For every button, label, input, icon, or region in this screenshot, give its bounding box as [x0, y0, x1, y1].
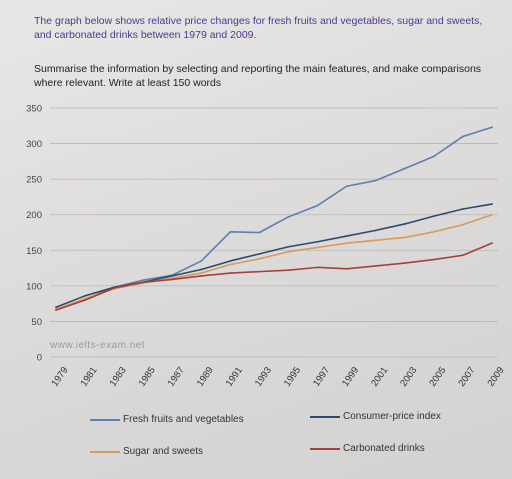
data-point-3-1979: [55, 309, 57, 311]
data-point-1-1979: [55, 306, 57, 309]
data-point-3-1995: [287, 269, 290, 272]
data-point-2-1995: [287, 250, 290, 253]
data-point-1-1997: [316, 240, 319, 243]
data-point-2-1989: [200, 272, 203, 274]
x-tick-label-1989: 1989: [195, 365, 216, 389]
data-point-2-1987: [171, 277, 174, 279]
data-point-1-2009: [491, 203, 493, 205]
legend-swatch-cpi: [310, 415, 340, 418]
legend-label-carbonated: Carbonated drinks: [343, 443, 425, 454]
data-point-0-2003: [403, 167, 406, 170]
data-point-3-1997: [316, 266, 319, 269]
data-point-0-1993: [258, 231, 261, 234]
x-tick-label-1995: 1995: [282, 365, 303, 389]
data-point-3-2003: [403, 262, 406, 264]
watermark: www.ielts-exam.net: [50, 340, 146, 351]
data-point-1-1981: [84, 294, 86, 297]
data-point-2-2009: [491, 213, 493, 216]
x-tick-label-1985: 1985: [137, 365, 158, 389]
data-point-0-1995: [287, 215, 290, 218]
data-point-0-2001: [374, 179, 377, 182]
data-point-1-1993: [258, 252, 261, 255]
data-point-3-1993: [258, 270, 261, 273]
series-line-fresh-fruits-and-vegetables: [55, 126, 493, 311]
data-point-0-2005: [432, 155, 435, 158]
y-tick-label-200: 200: [26, 210, 42, 221]
data-point-3-2009: [491, 242, 493, 245]
data-point-0-1985: [142, 279, 145, 282]
data-point-2-1991: [229, 263, 232, 266]
x-tick-label-1997: 1997: [311, 365, 332, 389]
data-point-1-2005: [432, 215, 435, 218]
x-tick-label-2009: 2009: [485, 365, 506, 389]
data-point-2-1993: [258, 257, 261, 260]
data-point-3-2001: [374, 265, 377, 267]
x-tick-label-1981: 1981: [79, 365, 100, 389]
legend-item-cpi: Consumer-price index: [310, 411, 441, 422]
legend-swatch-fresh-fruits: [90, 418, 120, 421]
data-point-1-2001: [374, 229, 377, 232]
data-point-0-1999: [345, 185, 348, 188]
data-point-2-2005: [432, 230, 435, 233]
data-point-1-2003: [403, 223, 406, 225]
legend-item-carbonated: Carbonated drinks: [310, 443, 425, 454]
data-point-3-1981: [84, 299, 86, 301]
data-point-2-2003: [403, 236, 406, 239]
x-tick-label-1993: 1993: [253, 365, 274, 389]
data-point-1-1989: [200, 268, 203, 271]
data-point-1-1987: [171, 274, 174, 277]
data-point-1-1999: [345, 235, 348, 237]
x-tick-label-1999: 1999: [340, 365, 361, 389]
series-line-carbonated-drinks: [55, 242, 493, 311]
data-point-3-1983: [113, 287, 116, 289]
data-point-3-2005: [432, 258, 435, 261]
data-point-3-2007: [462, 254, 464, 257]
x-tick-label-2005: 2005: [427, 365, 448, 389]
x-tick-label-1987: 1987: [166, 365, 187, 389]
y-tick-label-250: 250: [26, 175, 42, 186]
y-tick-label-150: 150: [26, 246, 42, 257]
legend-swatch-sugar: [90, 450, 120, 453]
data-point-3-1987: [171, 278, 174, 281]
data-point-3-1999: [345, 267, 348, 270]
task-instruction: Summarise the information by selecting a…: [34, 63, 482, 89]
data-point-0-2009: [491, 126, 493, 129]
series-line-sugar-and-sweets: [55, 213, 493, 311]
data-point-0-2007: [462, 135, 464, 138]
data-point-2-1999: [345, 242, 348, 245]
y-tick-label-300: 300: [26, 139, 42, 150]
legend-label-fresh-fruits: Fresh fruits and vegetables: [123, 414, 244, 425]
data-point-0-1997: [316, 204, 319, 207]
data-point-3-1991: [229, 272, 232, 274]
data-point-1-1991: [229, 260, 232, 262]
data-point-2-2001: [374, 239, 377, 242]
data-point-2-1997: [316, 246, 319, 249]
data-point-1-1995: [287, 245, 290, 248]
y-tick-label-0: 0: [37, 353, 42, 364]
task-question: The graph below shows relative price cha…: [34, 15, 483, 41]
y-tick-label-100: 100: [26, 281, 42, 292]
y-tick-label-50: 50: [31, 317, 42, 328]
data-point-0-1989: [200, 260, 203, 262]
x-tick-label-1991: 1991: [224, 365, 245, 389]
data-point-3-1985: [142, 281, 145, 284]
x-tick-label-2003: 2003: [398, 365, 419, 389]
x-tick-label-1983: 1983: [108, 365, 129, 389]
legend-label-sugar: Sugar and sweets: [123, 446, 204, 457]
x-tick-label-2007: 2007: [456, 365, 477, 389]
data-point-0-1991: [229, 230, 232, 233]
x-tick-label-2001: 2001: [369, 365, 390, 389]
data-point-2-2007: [462, 223, 464, 226]
x-tick-label-1979: 1979: [49, 365, 70, 389]
legend-item-fresh-fruits: Fresh fruits and vegetables: [90, 414, 244, 425]
y-tick-label-350: 350: [26, 104, 42, 115]
legend-label-cpi: Consumer-price index: [343, 411, 441, 422]
legend-swatch-carbonated: [310, 447, 340, 450]
legend-item-sugar: Sugar and sweets: [90, 446, 203, 457]
data-point-1-2007: [462, 208, 464, 210]
data-point-3-1989: [200, 274, 203, 277]
